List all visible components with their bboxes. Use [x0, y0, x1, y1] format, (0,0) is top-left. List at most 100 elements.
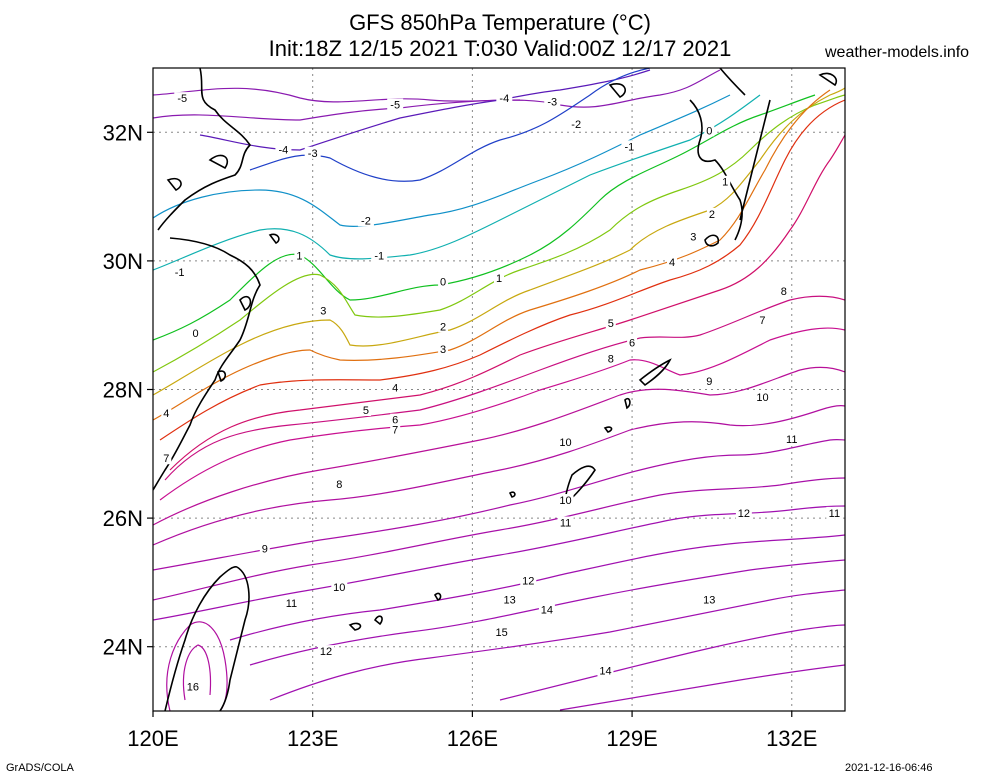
contour-label: 6: [629, 337, 635, 349]
temperature-contours: [153, 68, 845, 711]
map-subtitle: Init:18Z 12/15 2021 T:030 Valid:00Z 12/1…: [268, 36, 732, 61]
contour-label-bg: [318, 304, 329, 317]
contour-label-bg: [621, 140, 638, 153]
contour-label-bg: [331, 580, 348, 593]
coastline-taiwan: [164, 566, 250, 711]
contour-line: [169, 134, 845, 471]
contour-line: [166, 621, 228, 711]
contour-line: [182, 644, 212, 701]
contour-label-bg: [174, 92, 191, 105]
contour-label: 6: [392, 415, 398, 427]
contour-label-bg: [667, 256, 677, 269]
contour-label-bg: [778, 285, 789, 298]
contour-line: [159, 327, 845, 501]
contour-label: -3: [547, 96, 557, 108]
y-tick-label: 24N: [103, 635, 143, 660]
contour-label-bg: [275, 143, 292, 156]
coastlines: [153, 68, 838, 711]
contour-label: -1: [374, 251, 384, 263]
contour-line: [153, 69, 721, 108]
contour-label-bg: [688, 230, 699, 243]
contour-label-bg: [704, 375, 715, 388]
contour-label: 3: [320, 305, 326, 317]
contour-label: 11: [786, 434, 797, 446]
contour-label: 8: [781, 286, 787, 298]
contour-label-bg: [438, 275, 449, 288]
contour-label: 0: [193, 328, 199, 340]
contour-label: -1: [625, 141, 635, 153]
contour-label: 7: [392, 424, 398, 436]
y-tick-label: 26N: [103, 506, 143, 531]
contour-label-bg: [568, 117, 585, 130]
contour-label: -4: [499, 93, 509, 105]
contour-label: -2: [361, 215, 371, 227]
x-tick-label: 132E: [766, 726, 817, 751]
coastline-ryukyu-okinawa: [564, 465, 596, 506]
contour-label-bg: [334, 477, 345, 490]
map-title: GFS 850hPa Temperature (°C): [349, 10, 651, 35]
temperature-map: -5-5-4 -3-2-10-4 -3-2-1-110 112340323567889…: [103, 67, 846, 751]
contour-line: [153, 94, 761, 271]
contour-label-bg: [294, 249, 305, 262]
contour-label: 13: [504, 595, 516, 607]
contour-label-bg: [557, 436, 574, 449]
contour-label-bg: [171, 265, 188, 278]
contour-label: 4: [669, 257, 675, 269]
axis-ticks: 120E 123E 126E 129E 132E 24N 26N 28N 30N 32N: [103, 120, 818, 751]
contour-label: 0: [706, 125, 712, 137]
contour-label: 12: [738, 508, 750, 520]
contour-label-bg: [557, 516, 574, 529]
contour-label-bg: [360, 404, 371, 417]
contour-line: [153, 87, 845, 396]
contour-line: [153, 505, 845, 621]
contour-label-bg: [318, 645, 334, 658]
contour-label-bg: [754, 391, 771, 404]
coastline-kyushu: [689, 68, 771, 241]
contour-label: 9: [262, 543, 268, 555]
contour-label: 14: [599, 665, 611, 677]
contour-label: 11: [286, 598, 297, 610]
contour-label-bg: [387, 98, 404, 111]
contour-label: 10: [333, 582, 345, 594]
contour-label-bg: [357, 214, 374, 227]
x-tick-label: 129E: [606, 726, 657, 751]
contour-label-bg: [438, 342, 449, 355]
contour-label: -5: [177, 93, 187, 105]
x-tick-label: 126E: [447, 726, 498, 751]
contour-label-bg: [494, 272, 504, 285]
contour-line: [199, 69, 651, 151]
coastline-china: [153, 68, 261, 491]
contour-label-bg: [783, 432, 800, 445]
contour-label: 14: [541, 604, 553, 616]
contour-label-bg: [371, 249, 388, 262]
contour-line: [269, 589, 845, 701]
contour-label-bg: [184, 680, 201, 693]
contour-label: 9: [706, 376, 712, 388]
contour-label-bg: [605, 352, 616, 365]
contour-label-bg: [501, 593, 518, 606]
contour-label: 5: [363, 405, 369, 417]
contour-line: [153, 405, 845, 546]
contour-label: 7: [163, 453, 169, 465]
contour-label-bg: [190, 326, 201, 339]
contour-label-bg: [304, 146, 321, 159]
contour-label: 13: [703, 595, 715, 607]
contour-label: 2: [440, 321, 446, 333]
contour-label: -5: [390, 100, 400, 112]
contour-label-bg: [161, 452, 172, 465]
contour-label-bg: [161, 407, 172, 420]
contour-line: [499, 624, 845, 701]
contour-line: [153, 99, 521, 121]
contour-label: 0: [440, 276, 446, 288]
contour-label-bg: [544, 95, 561, 108]
contour-line: [249, 68, 651, 182]
contour-label-bg: [706, 207, 717, 220]
contour-label: 8: [336, 479, 342, 491]
contour-label-bg: [390, 381, 401, 394]
contour-label: 16: [187, 681, 199, 693]
contour-label: 2: [709, 209, 715, 221]
contour-label: 4: [392, 383, 398, 395]
contour-label-bg: [283, 596, 300, 609]
contour-label-bg: [438, 320, 449, 333]
contour-label: -2: [571, 119, 581, 131]
